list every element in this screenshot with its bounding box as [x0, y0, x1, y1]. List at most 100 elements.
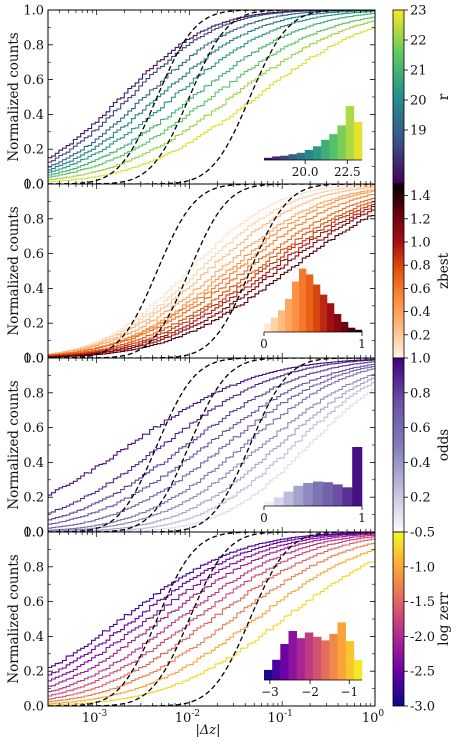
y-tick-label: 0.0: [23, 352, 44, 367]
series-4-line: [48, 363, 375, 525]
y-tick-label: 0.4: [23, 456, 44, 471]
series-12-line: [48, 213, 375, 358]
colorbar-tick-label: 0.6: [410, 421, 431, 436]
x-tick-label: 10-1: [268, 709, 293, 726]
colorbar-tick-label: 21: [410, 64, 427, 79]
colorbar-bar: [392, 9, 405, 185]
y-tick-label: 0.4: [23, 108, 44, 123]
panel-r-curves: [48, 10, 375, 183]
colorbar-tick-label: 0.4: [410, 305, 431, 320]
panel-log-zerr-ylabel: Normalized counts: [6, 554, 22, 683]
colorbar-tick-label: -1.0: [410, 560, 435, 575]
y-tick-label: 0.6: [23, 73, 44, 88]
inset-bar-8: [321, 139, 330, 160]
series-4-line: [48, 533, 375, 687]
series-9-line: [48, 548, 375, 705]
series-6-line: [48, 368, 375, 531]
inset-bar-5: [303, 483, 314, 506]
y-tick-label: 0.6: [23, 595, 44, 610]
series-2-line: [48, 10, 375, 163]
inset-bar-12: [341, 321, 349, 332]
inset-bar-11: [345, 106, 355, 160]
series-6-line: [48, 536, 375, 697]
colorbar-tick-label: 0.2: [410, 328, 431, 343]
panel-log-zerr-axes: 0.00.20.40.60.81.010-3 10-2 10-1 100: [23, 526, 384, 727]
y-tick-label: 1.0: [23, 178, 44, 193]
colorbar-tick-label: 20: [410, 94, 427, 109]
y-tick-label: 0.2: [23, 491, 44, 506]
panel-log-zerr-inset-histogram: −3 −2 −1: [261, 622, 363, 699]
inset-bar-9: [329, 633, 338, 680]
series-1-line: [48, 532, 375, 669]
y-tick-label: 0.6: [23, 247, 44, 262]
inset-bar-4: [288, 154, 297, 160]
panel-zbest-ylabel: Normalized counts: [6, 206, 22, 335]
inset-tick-label-2: 1: [358, 337, 366, 351]
inset-bar-3: [278, 310, 286, 332]
y-tick-label: 0.2: [23, 143, 44, 158]
y-tick-label: 0.8: [23, 560, 44, 575]
colorbar-tick-label: 1.0: [410, 236, 431, 251]
series-5-line: [48, 534, 375, 693]
colorbar-bar: [392, 531, 405, 707]
panel-r-colorbar: 19 20 21 22 23 r: [392, 4, 452, 185]
inset-bar-9: [342, 487, 353, 506]
x-tick-exponent: -2: [191, 709, 200, 719]
series-9-line: [48, 202, 375, 357]
inset-bar-12: [353, 659, 363, 680]
x-tick-exponent: 0: [378, 709, 384, 719]
colorbar-label: r: [436, 93, 452, 100]
panel-odds-axes: 0.0 0.2 0.4 0.6 0.8 1.0: [23, 352, 376, 541]
series-1-line: [48, 184, 375, 355]
inset-bar-4: [285, 298, 293, 332]
inset-tick-label-2: −2: [301, 685, 319, 699]
inset-bar-2: [272, 156, 281, 160]
series-7-line: [48, 373, 375, 532]
inset-bar-3: [283, 491, 294, 506]
inset-bar-7: [322, 482, 333, 506]
y-tick-label: 0.4: [23, 630, 44, 645]
panel-odds-colorbar: 0.2 0.4 0.6 0.8 1.0 odds: [392, 352, 452, 533]
panel-r-reference-curves: [48, 10, 375, 184]
colorbar-tick-label: 0.2: [410, 491, 431, 506]
inset-bar-3: [280, 155, 289, 160]
inset-bar-10: [352, 447, 363, 506]
y-tick-label: 0.8: [23, 386, 44, 401]
inset-bar-1: [264, 157, 273, 160]
inset-tick-label-3: −1: [340, 685, 358, 699]
panel-zbest-reference-curves: [48, 184, 375, 358]
panel-r-inset-histogram: 20.0 22.5: [264, 106, 363, 179]
inset-bar-1: [264, 501, 275, 506]
inset-bar-4: [293, 485, 304, 506]
y-tick-label: 0.6: [23, 421, 44, 436]
colorbar-tick-label: -2.5: [410, 665, 435, 680]
panel-log-zerr: −3 −2 −1 0.00.20.40.60.81.010-3 10-2 10-1 100…: [6, 526, 452, 727]
series-4-line: [48, 10, 375, 171]
inset-bar-2: [273, 497, 284, 506]
series-4-line: [48, 189, 375, 355]
colorbar-tick-label: -3.0: [410, 700, 435, 715]
inset-bar-7: [313, 146, 322, 160]
x-tick-label: 10-3: [82, 709, 108, 726]
inset-bar-8: [313, 284, 321, 332]
colorbar-tick-label: 22: [410, 34, 427, 49]
series-9-line: [48, 26, 375, 183]
colorbar-bar: [392, 183, 405, 359]
inset-bar-3: [280, 644, 289, 680]
inset-bar-10: [337, 622, 346, 680]
reference-curve-3: [48, 532, 375, 706]
series-5-line: [48, 10, 375, 173]
inset-bar-8: [332, 484, 343, 506]
inset-bar-5: [296, 638, 306, 680]
y-tick-label: 1.0: [23, 4, 44, 19]
inset-bar-2: [271, 317, 279, 332]
colorbar-tick-label: 0.8: [410, 259, 431, 274]
inset-bar-13: [348, 327, 356, 332]
colorbar-tick-label: -0.5: [410, 526, 435, 541]
series-3-line: [48, 186, 375, 355]
inset-bar-6: [299, 268, 307, 332]
panel-zbest-axes: 0.0 0.2 0.4 0.6 0.8 1.0: [23, 178, 376, 367]
